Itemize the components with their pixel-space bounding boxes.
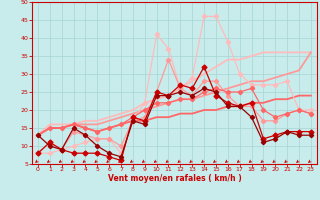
X-axis label: Vent moyen/en rafales ( km/h ): Vent moyen/en rafales ( km/h ) [108, 174, 241, 183]
